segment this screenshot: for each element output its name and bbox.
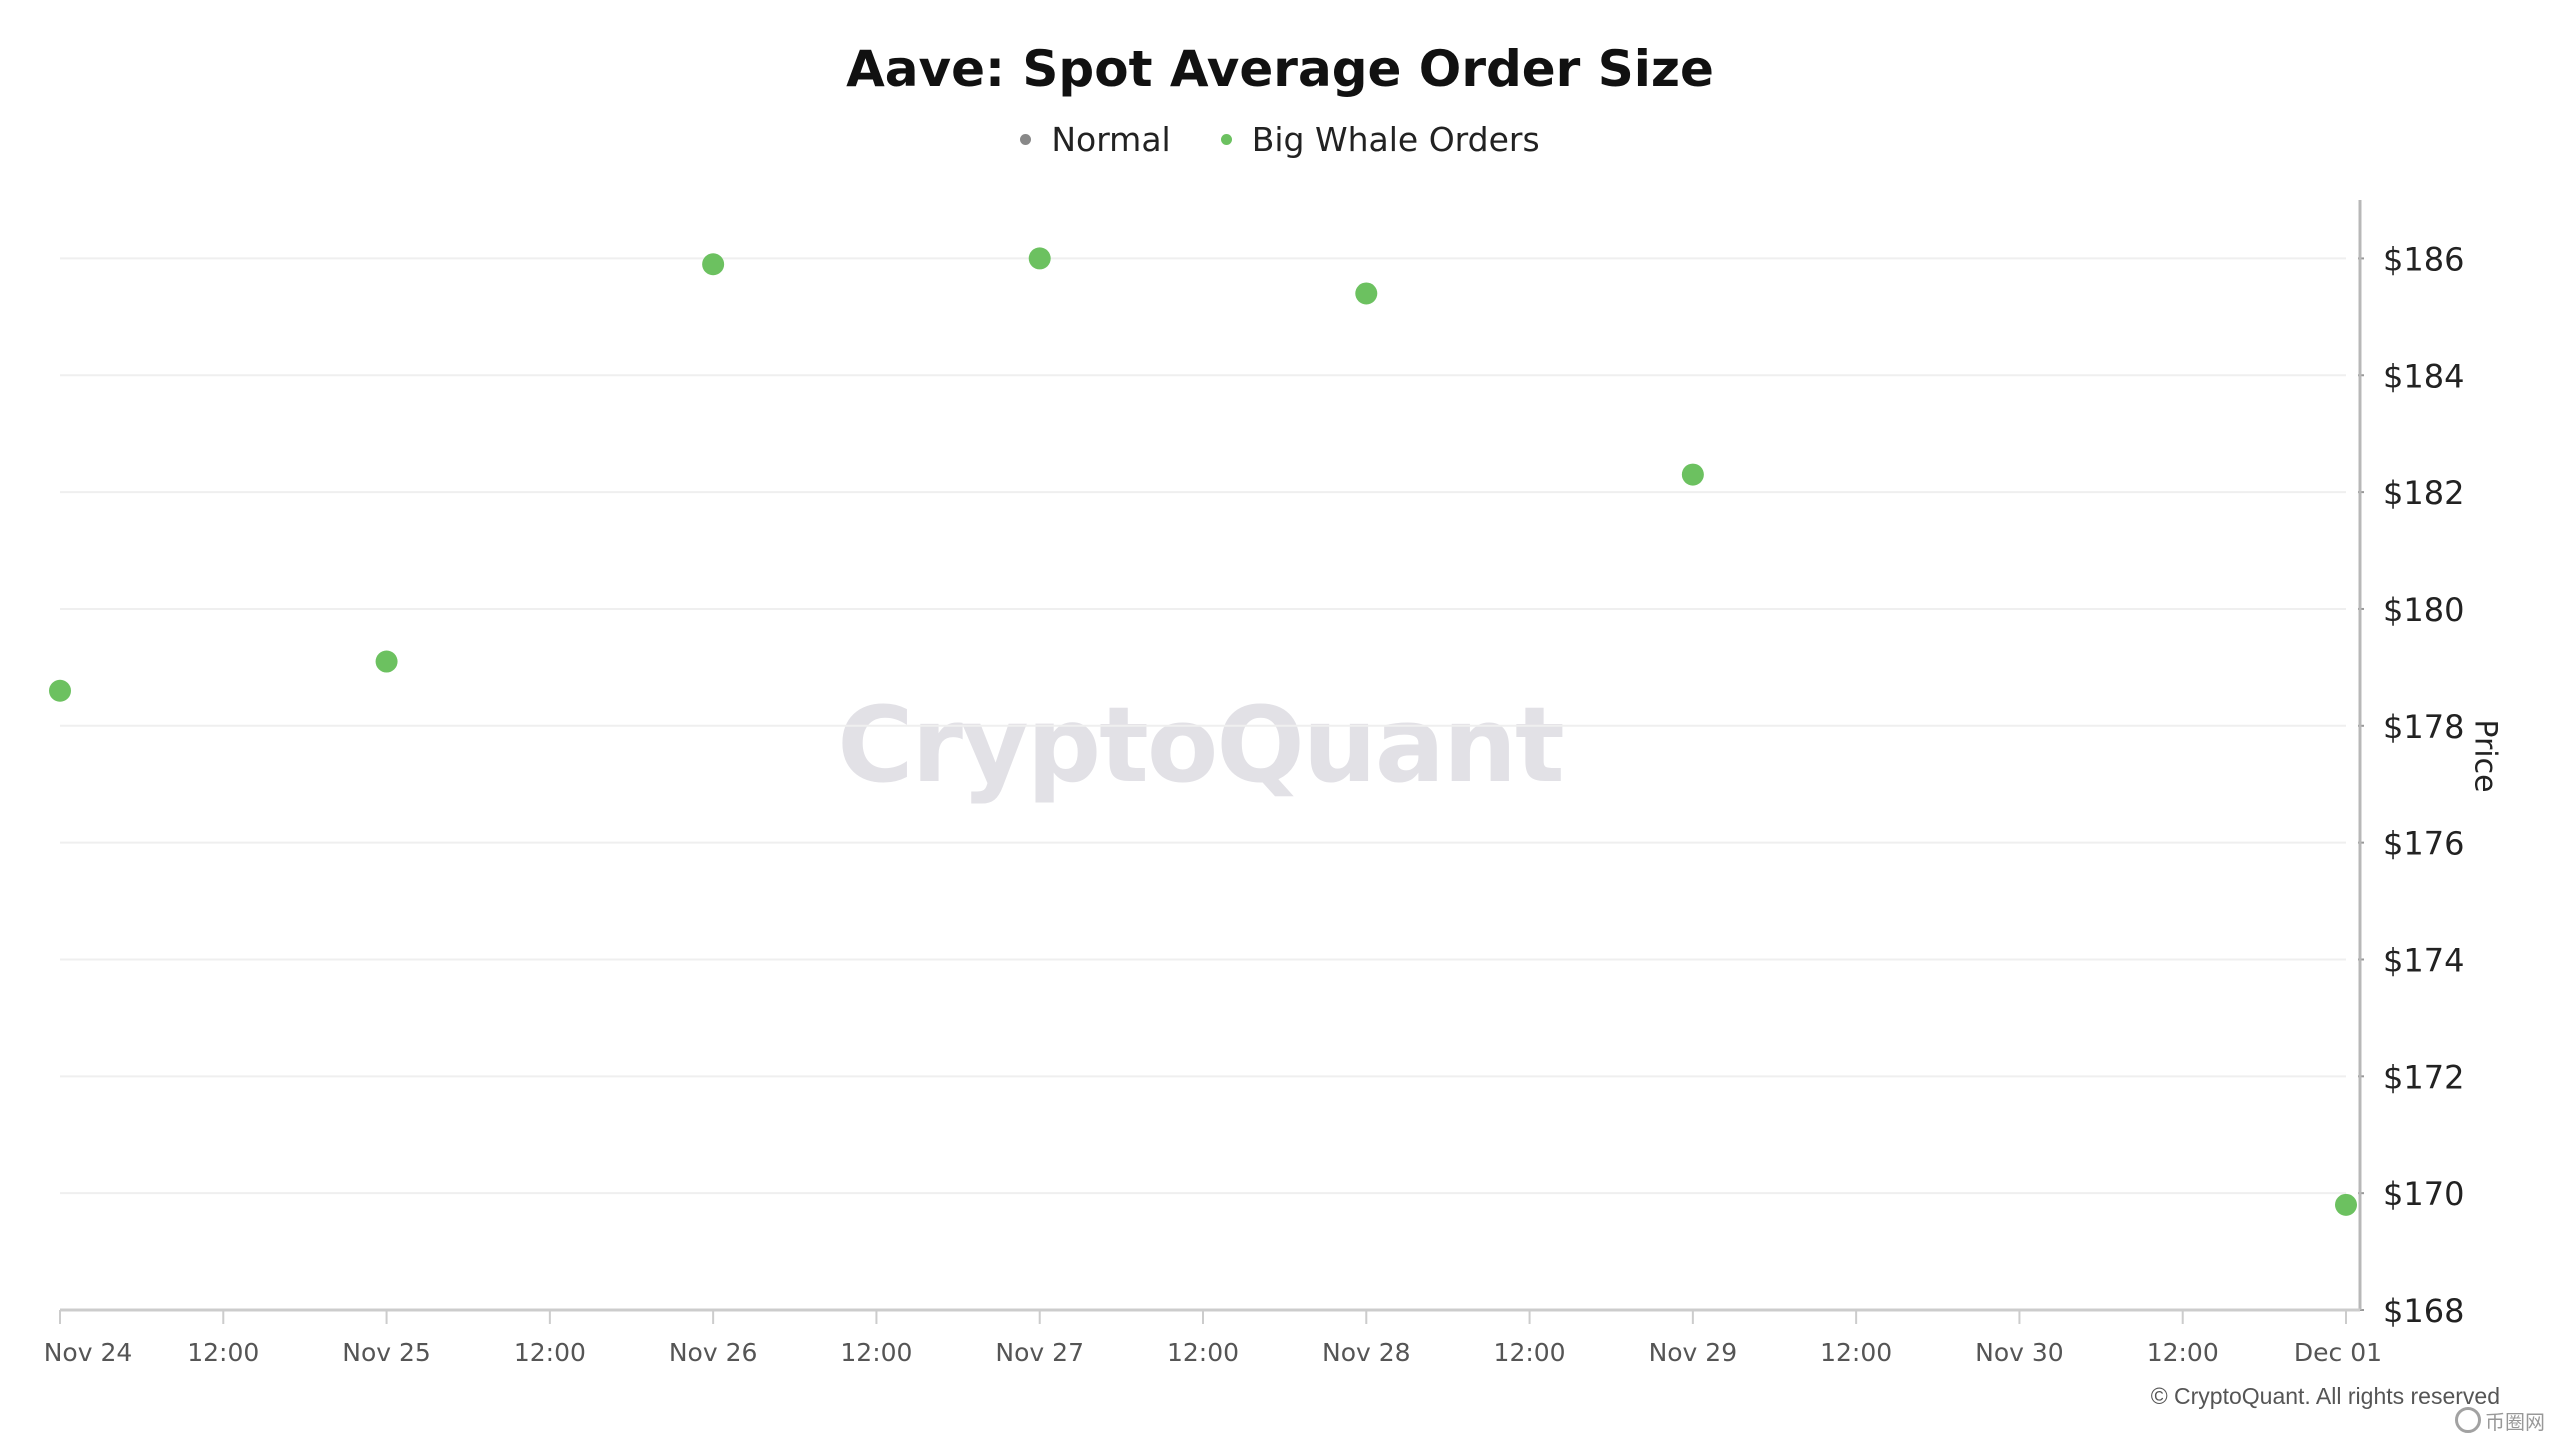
y-tick-label: $180	[2383, 591, 2464, 629]
y-tick-label: $184	[2383, 357, 2464, 395]
legend-item-big-whale-orders[interactable]: Big Whale Orders	[1220, 120, 1540, 159]
site-logo-text: 币圈网	[2485, 1409, 2545, 1434]
y-tick-label: $168	[2383, 1292, 2464, 1330]
site-logo: 币圈网	[2455, 1402, 2555, 1438]
x-tick-label: Dec 01	[2294, 1338, 2382, 1367]
chart-title: Aave: Spot Average Order Size	[846, 40, 1714, 98]
y-tick-label: $172	[2383, 1058, 2464, 1096]
data-point	[49, 679, 71, 702]
legend-marker-big-whale-orders	[1220, 134, 1232, 145]
legend-label-big-whale-orders: Big Whale Orders	[1251, 120, 1540, 159]
legend-label-normal: Normal	[1051, 120, 1171, 159]
legend-marker-normal	[1020, 134, 1032, 145]
data-point	[1028, 247, 1051, 270]
x-tick-label: 12:00	[1820, 1338, 1892, 1367]
x-tick-label: 12:00	[1167, 1338, 1239, 1367]
y-axis-label: Price	[2467, 719, 2503, 793]
watermark-logo: CryptoQuant	[837, 684, 1564, 806]
legend-item-normal[interactable]: Normal	[1020, 120, 1171, 159]
x-tick-label: 12:00	[840, 1338, 912, 1367]
x-tick-label: Nov 26	[669, 1338, 758, 1367]
y-tick-label: $174	[2383, 941, 2464, 979]
data-point	[1681, 463, 1704, 486]
copyright-notice: © CryptoQuant. All rights reserved	[2150, 1383, 2500, 1409]
y-tick-label: $178	[2383, 708, 2464, 746]
chart-legend: Normal Big Whale Orders	[0, 120, 2560, 159]
y-tick-label: $176	[2383, 825, 2464, 863]
x-tick-label: Nov 27	[995, 1338, 1084, 1367]
x-tick-label: 12:00	[2147, 1338, 2219, 1367]
x-tick-label: Nov 29	[1649, 1338, 1738, 1367]
y-tick-label: $186	[2383, 240, 2464, 278]
x-tick-label: Nov 28	[1322, 1338, 1411, 1367]
x-tick-label: 12:00	[1494, 1338, 1566, 1367]
x-tick-label: Nov 24	[44, 1338, 133, 1367]
y-tick-label: $182	[2383, 474, 2464, 512]
data-point	[375, 650, 398, 673]
y-tick-label: $170	[2383, 1175, 2464, 1213]
x-tick-label: 12:00	[187, 1338, 259, 1367]
data-point	[2335, 1193, 2357, 1216]
data-point	[1355, 282, 1378, 305]
x-tick-label: 12:00	[514, 1338, 586, 1367]
x-tick-label: Nov 30	[1975, 1338, 2064, 1367]
site-logo-icon	[2455, 1407, 2481, 1433]
data-point	[702, 253, 725, 276]
x-tick-label: Nov 25	[342, 1338, 431, 1367]
